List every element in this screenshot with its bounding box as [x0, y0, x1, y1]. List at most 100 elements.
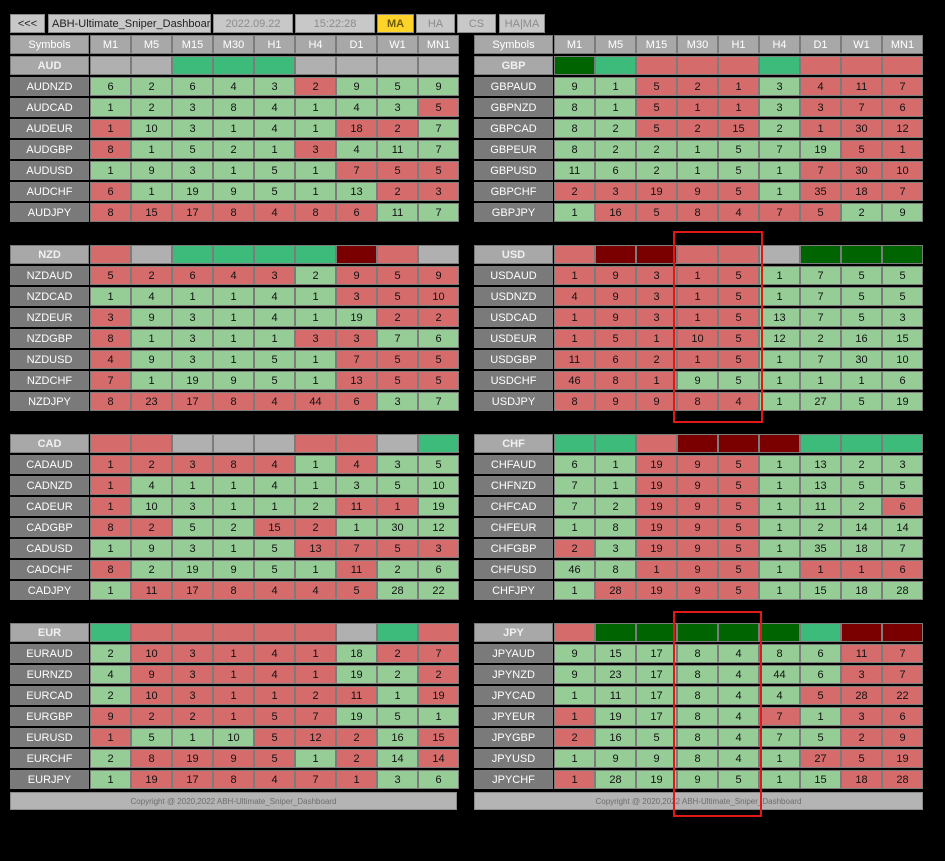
symbol-label[interactable]: GBPCAD	[474, 119, 553, 138]
status-cell-d1	[800, 434, 841, 453]
symbol-label[interactable]: CHFGBP	[474, 539, 553, 558]
value-cell-m30: 1	[213, 497, 254, 516]
symbol-label[interactable]: USDCHF	[474, 371, 553, 390]
symbol-label[interactable]: JPYUSD	[474, 749, 553, 768]
symbol-label[interactable]: JPYAUD	[474, 644, 553, 663]
symbol-label[interactable]: JPYNZD	[474, 665, 553, 684]
time-display: 15:22:28	[295, 14, 375, 33]
symbol-label[interactable]: NZDAUD	[10, 266, 89, 285]
value-cell-mn1: 5	[418, 98, 459, 117]
ha-mode-button[interactable]: HA	[416, 14, 455, 33]
symbol-label[interactable]: NZDUSD	[10, 350, 89, 369]
value-cell-w1: 5	[377, 539, 418, 558]
value-cell-mn1: 7	[882, 77, 923, 96]
symbol-label[interactable]: CADNZD	[10, 476, 89, 495]
value-cell-m15: 3	[172, 98, 213, 117]
value-cell-d1: 13	[336, 371, 377, 390]
value-cell-mn1: 3	[418, 539, 459, 558]
value-cell-m1: 2	[554, 182, 595, 201]
symbol-label[interactable]: JPYGBP	[474, 728, 553, 747]
status-cell-h4	[295, 56, 336, 75]
value-cell-mn1: 19	[418, 686, 459, 705]
symbol-label[interactable]: CHFCAD	[474, 497, 553, 516]
symbol-label[interactable]: AUDUSD	[10, 161, 89, 180]
currency-label: USD	[474, 245, 553, 264]
value-cell-h4: 12	[295, 728, 336, 747]
value-cell-m5: 19	[131, 770, 172, 789]
symbol-label[interactable]: GBPJPY	[474, 203, 553, 222]
symbol-label[interactable]: CADUSD	[10, 539, 89, 558]
symbol-label[interactable]: AUDGBP	[10, 140, 89, 159]
value-cell-d1: 11	[800, 497, 841, 516]
symbol-label[interactable]: CADCHF	[10, 560, 89, 579]
symbol-label[interactable]: CADJPY	[10, 581, 89, 600]
value-cell-h4: 1	[759, 581, 800, 600]
value-cell-d1: 3	[336, 476, 377, 495]
value-cell-h4: 2	[295, 518, 336, 537]
symbol-label[interactable]: CADGBP	[10, 518, 89, 537]
value-cell-d1: 3	[800, 98, 841, 117]
symbol-label[interactable]: JPYCHF	[474, 770, 553, 789]
value-cell-h1: 4	[718, 203, 759, 222]
symbol-label[interactable]: EURJPY	[10, 770, 89, 789]
symbol-label[interactable]: NZDGBP	[10, 329, 89, 348]
symbol-label[interactable]: USDCAD	[474, 308, 553, 327]
symbol-label[interactable]: EURCHF	[10, 749, 89, 768]
symbol-label[interactable]: EURNZD	[10, 665, 89, 684]
value-cell-w1: 3	[377, 770, 418, 789]
symbol-label[interactable]: CHFAUD	[474, 455, 553, 474]
symbol-label[interactable]: NZDJPY	[10, 392, 89, 411]
symbols-header: Symbols	[474, 35, 553, 54]
value-cell-m15: 6	[172, 77, 213, 96]
symbol-label[interactable]: CADAUD	[10, 455, 89, 474]
symbol-label[interactable]: AUDEUR	[10, 119, 89, 138]
value-cell-m5: 28	[595, 581, 636, 600]
symbol-label[interactable]: NZDCHF	[10, 371, 89, 390]
value-cell-m30: 8	[213, 98, 254, 117]
symbol-label[interactable]: JPYEUR	[474, 707, 553, 726]
symbol-label[interactable]: AUDJPY	[10, 203, 89, 222]
symbol-label[interactable]: USDAUD	[474, 266, 553, 285]
value-cell-w1: 11	[841, 644, 882, 663]
status-cell-m30	[213, 56, 254, 75]
status-cell-m30	[677, 434, 718, 453]
cs-mode-button[interactable]: CS	[457, 14, 496, 33]
symbol-label[interactable]: GBPEUR	[474, 140, 553, 159]
symbol-label[interactable]: EURGBP	[10, 707, 89, 726]
symbol-label[interactable]: NZDEUR	[10, 308, 89, 327]
symbol-label[interactable]: GBPCHF	[474, 182, 553, 201]
symbol-label[interactable]: EURAUD	[10, 644, 89, 663]
value-cell-h1: 1	[254, 329, 295, 348]
value-cell-w1: 18	[841, 770, 882, 789]
symbol-label[interactable]: GBPUSD	[474, 161, 553, 180]
value-cell-d1: 2	[800, 518, 841, 537]
symbol-label[interactable]: EURCAD	[10, 686, 89, 705]
symbol-label[interactable]: CHFJPY	[474, 581, 553, 600]
symbol-label[interactable]: AUDCHF	[10, 182, 89, 201]
symbol-label[interactable]: USDNZD	[474, 287, 553, 306]
symbol-label[interactable]: USDJPY	[474, 392, 553, 411]
ma-mode-button[interactable]: MA	[377, 14, 414, 33]
status-cell-m30	[677, 623, 718, 642]
symbol-label[interactable]: USDGBP	[474, 350, 553, 369]
back-button[interactable]: <<<	[10, 14, 45, 33]
symbol-label[interactable]: NZDCAD	[10, 287, 89, 306]
value-cell-m5: 2	[595, 497, 636, 516]
symbol-label[interactable]: CHFUSD	[474, 560, 553, 579]
symbol-label[interactable]: GBPAUD	[474, 77, 553, 96]
value-cell-mn1: 2	[418, 665, 459, 684]
symbol-label[interactable]: EURUSD	[10, 728, 89, 747]
value-cell-h1: 1	[254, 140, 295, 159]
symbol-label[interactable]: GBPNZD	[474, 98, 553, 117]
value-cell-mn1: 5	[418, 161, 459, 180]
symbol-label[interactable]: AUDCAD	[10, 98, 89, 117]
symbol-label[interactable]: CHFEUR	[474, 518, 553, 537]
value-cell-h4: 1	[295, 287, 336, 306]
symbol-label[interactable]: CADEUR	[10, 497, 89, 516]
symbol-label[interactable]: AUDNZD	[10, 77, 89, 96]
symbol-label[interactable]: JPYCAD	[474, 686, 553, 705]
symbol-label[interactable]: CHFNZD	[474, 476, 553, 495]
ha-ma-mode-button[interactable]: HA|MA	[499, 14, 545, 33]
value-cell-h4: 1	[759, 497, 800, 516]
symbol-label[interactable]: USDEUR	[474, 329, 553, 348]
